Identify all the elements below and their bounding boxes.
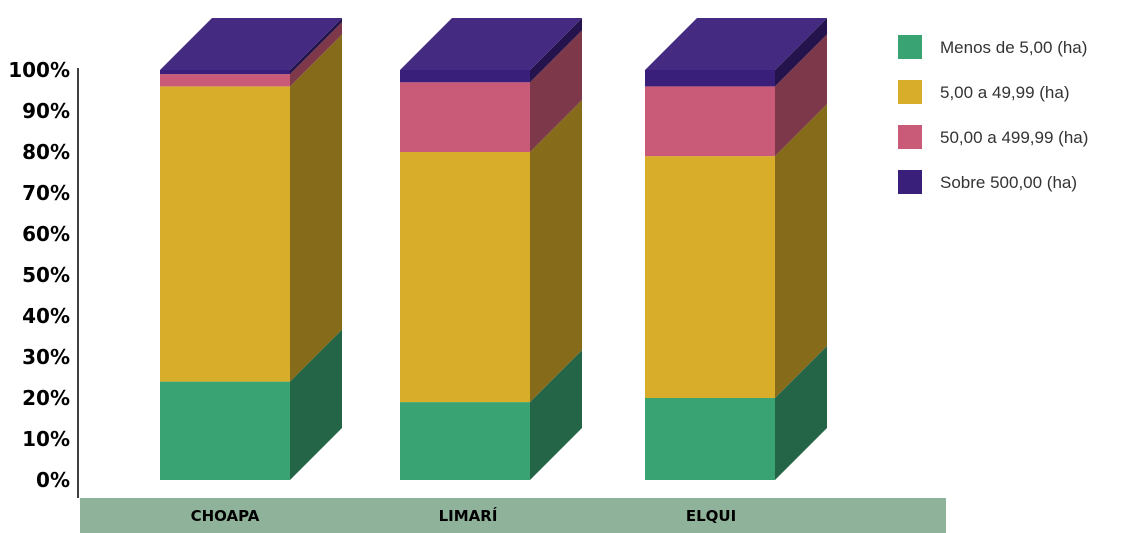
- bar-top: [645, 18, 827, 70]
- bars: [160, 18, 827, 480]
- bar-segment-side: [290, 34, 342, 382]
- y-tick-label: 10%: [22, 427, 70, 451]
- bar-segment-side: [530, 100, 582, 403]
- legend-label: Sobre 500,00 (ha): [940, 173, 1077, 192]
- y-tick-label: 0%: [36, 468, 70, 492]
- y-tick-label: 20%: [22, 386, 70, 410]
- legend-swatch: [898, 35, 922, 59]
- bar-segment-side: [290, 22, 342, 87]
- bar-segment-side: [775, 346, 827, 480]
- y-tick-label: 60%: [22, 222, 70, 246]
- bar-segment-side: [290, 18, 342, 75]
- y-tick-label: 30%: [22, 345, 70, 369]
- bar-segment-side: [530, 18, 582, 83]
- bar-segment: [400, 152, 530, 403]
- bar-segment: [645, 156, 775, 398]
- bar-segment: [400, 402, 530, 480]
- legend-swatch: [898, 80, 922, 104]
- y-tick-label: 90%: [22, 99, 70, 123]
- bar-segment: [160, 70, 290, 75]
- y-tick-label: 40%: [22, 304, 70, 328]
- legend-label: 50,00 a 499,99 (ha): [940, 128, 1088, 147]
- category-labels: CHOAPA LIMARÍ ELQUI: [191, 506, 737, 525]
- bar-segment: [645, 70, 775, 87]
- y-tick-label: 100%: [8, 58, 70, 82]
- category-label: CHOAPA: [191, 507, 260, 525]
- bar-segment: [400, 82, 530, 152]
- bar-segment-side: [775, 104, 827, 398]
- bar-segment: [645, 398, 775, 480]
- y-tick-label: 50%: [22, 263, 70, 287]
- y-tick-label: 70%: [22, 181, 70, 205]
- category-label: ELQUI: [686, 507, 736, 525]
- bar-segment-side: [775, 18, 827, 87]
- legend-swatch: [898, 125, 922, 149]
- bar-stack: [160, 18, 342, 480]
- y-axis-ticks: 0% 10% 20% 30% 40% 50% 60% 70% 80% 90% 100%: [8, 58, 70, 492]
- bar-segment: [160, 74, 290, 87]
- legend-label: 5,00 a 49,99 (ha): [940, 83, 1069, 102]
- bar-segment: [160, 381, 290, 480]
- bar-stack: [400, 18, 582, 480]
- category-label: LIMARÍ: [439, 506, 498, 525]
- bar-segment: [400, 70, 530, 83]
- bar-segment-side: [775, 34, 827, 157]
- legend-swatch: [898, 170, 922, 194]
- bar-segment-side: [530, 350, 582, 480]
- bar-segment-side: [530, 30, 582, 152]
- legend: Menos de 5,00 (ha) 5,00 a 49,99 (ha) 50,00…: [898, 35, 1088, 194]
- bar-segment: [160, 86, 290, 382]
- bar-segment: [645, 86, 775, 157]
- legend-label: Menos de 5,00 (ha): [940, 38, 1087, 57]
- bar-top: [160, 18, 342, 70]
- bar-segment-side: [290, 329, 342, 480]
- category-band: [80, 498, 946, 533]
- y-tick-label: 80%: [22, 140, 70, 164]
- bar-stack: [645, 18, 827, 480]
- bar-top: [400, 18, 582, 70]
